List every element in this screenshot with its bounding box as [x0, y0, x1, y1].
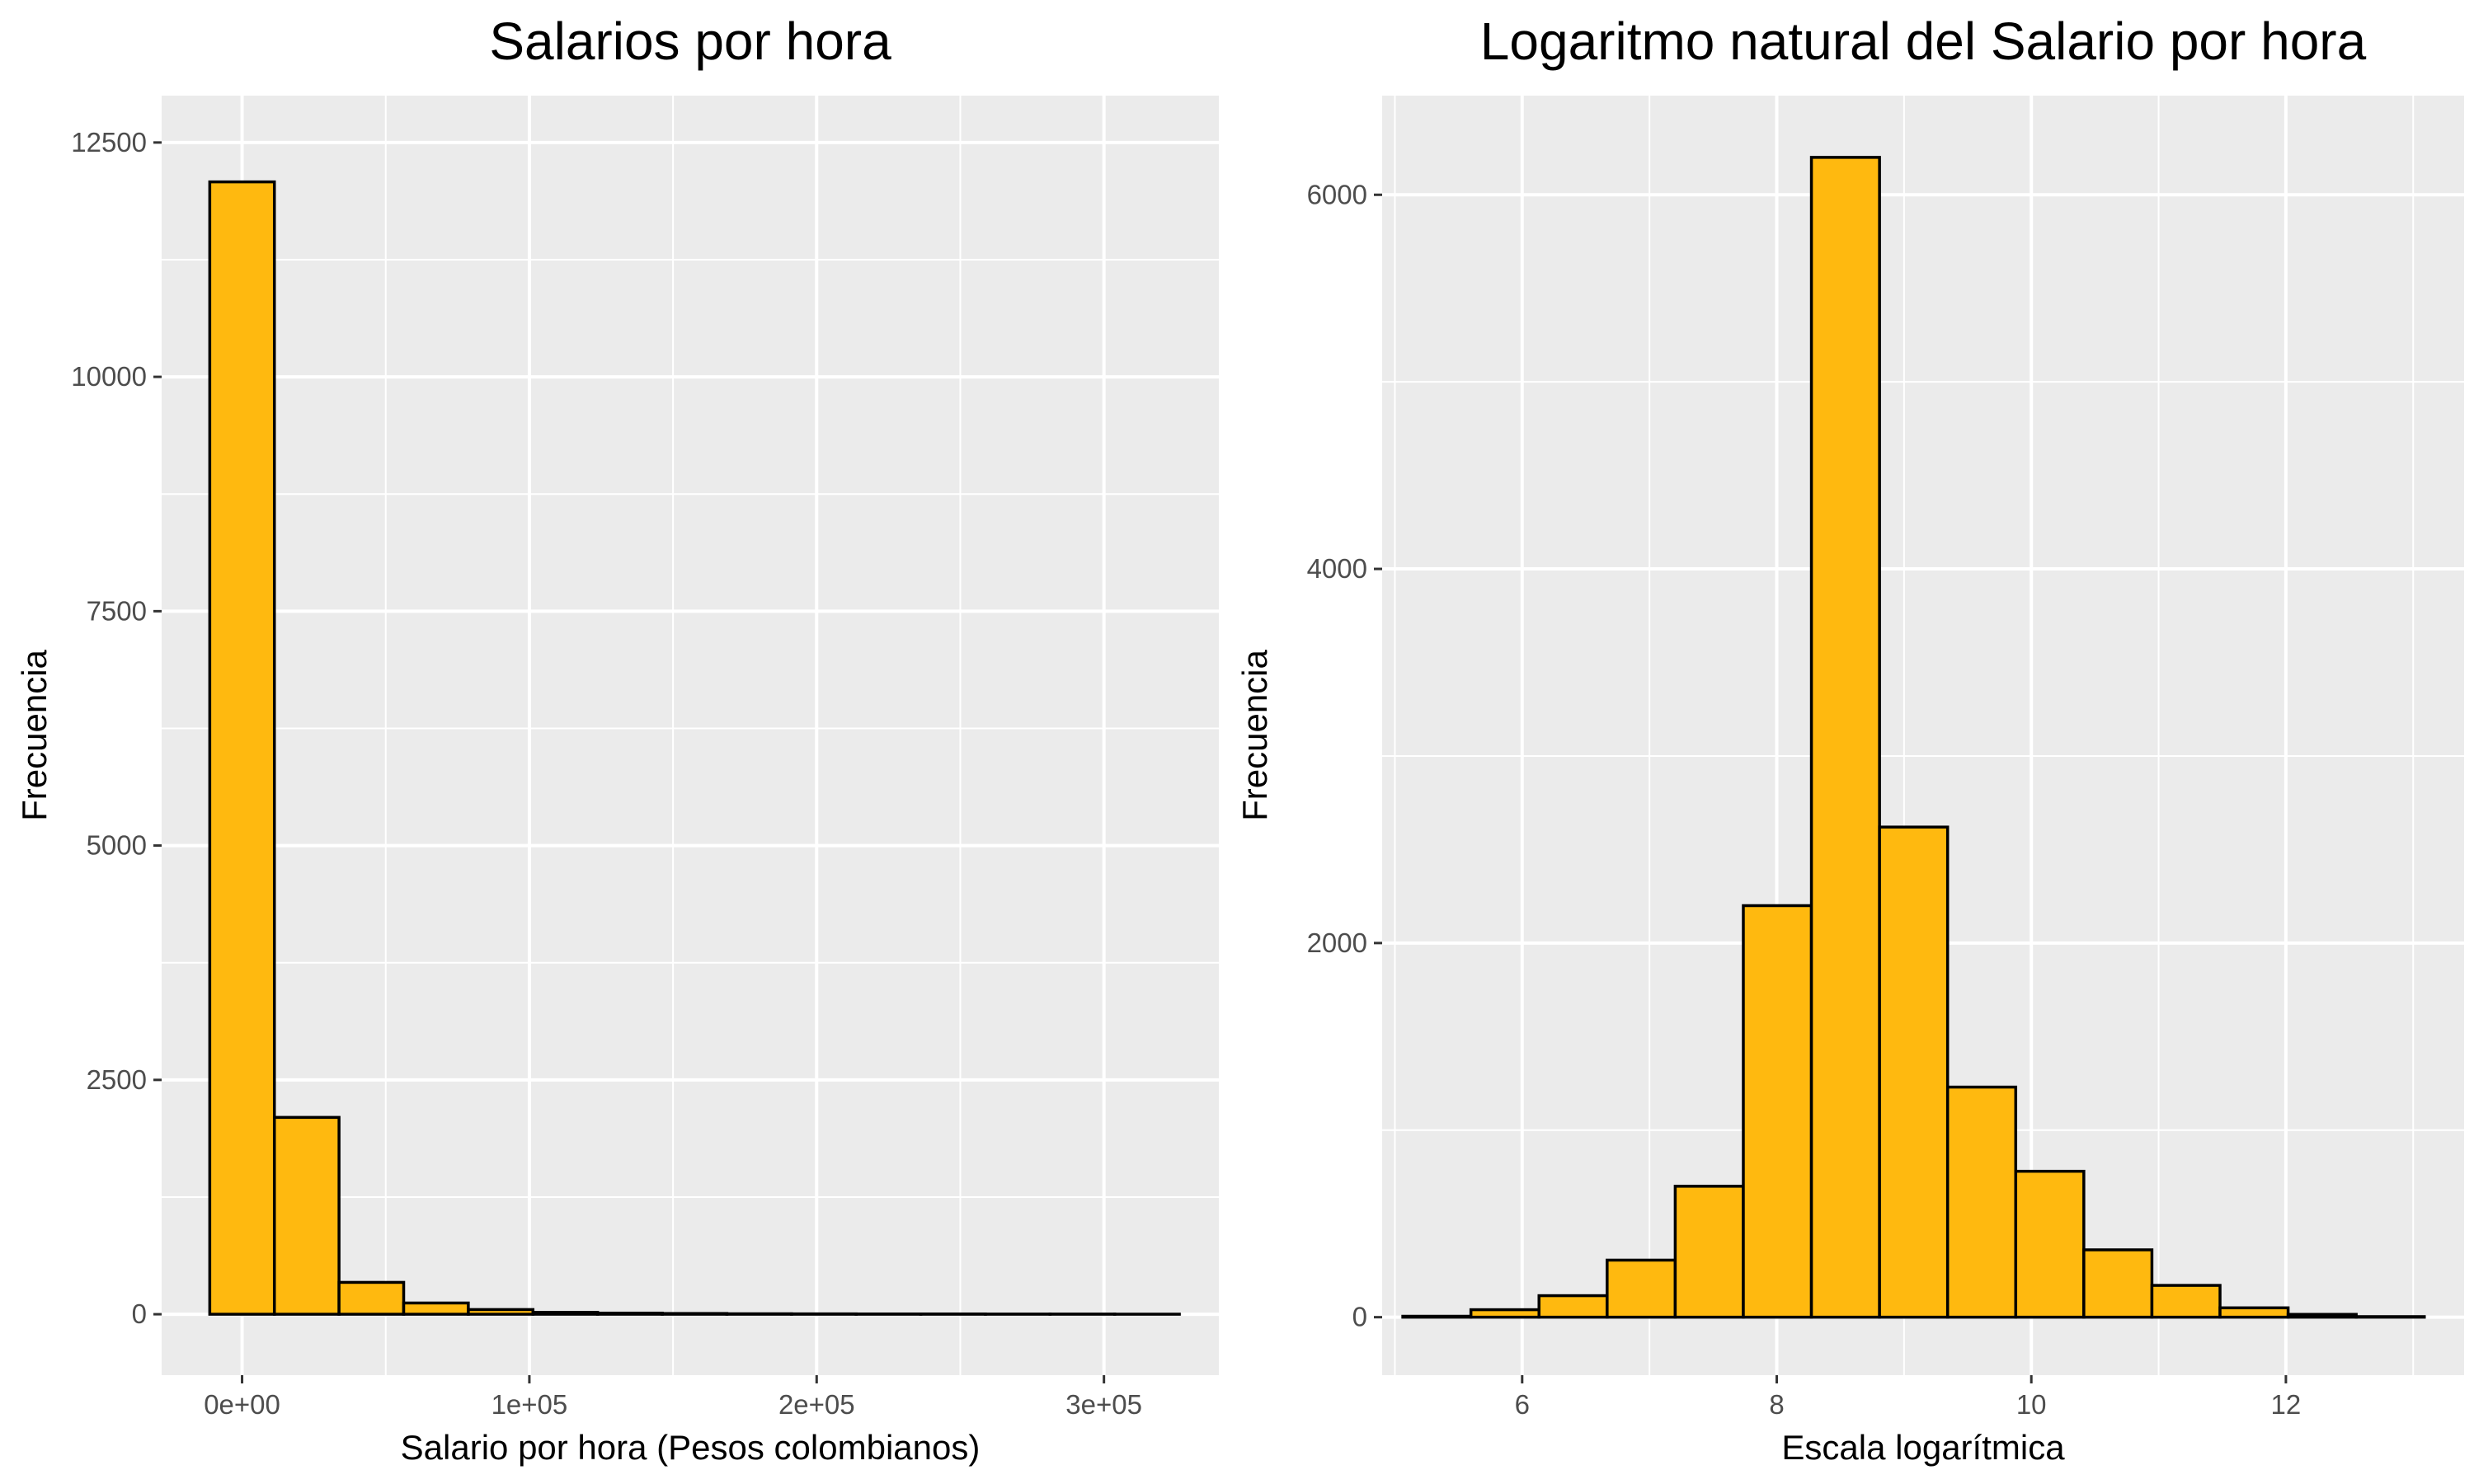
minor-gridlines — [162, 96, 1219, 1375]
x-axis-ticks: 6 8 10 12 — [1515, 1375, 2302, 1420]
histogram-bar — [272, 1115, 341, 1316]
x-tick-label: 1e+05 — [492, 1389, 568, 1420]
x-axis-label: Salario por hora (Pesos colombianos) — [401, 1428, 981, 1467]
histogram-bar — [2150, 1284, 2222, 1319]
histogram-bar — [2082, 1248, 2154, 1319]
histogram-bar — [208, 180, 276, 1316]
y-tick-label: 12500 — [71, 127, 147, 157]
histogram-bar — [467, 1308, 535, 1316]
x-tick-label: 8 — [1769, 1389, 1784, 1420]
x-tick-label: 0e+00 — [204, 1389, 280, 1420]
histogram-bar — [1537, 1294, 1609, 1319]
x-axis-label: Escala logarítmica — [1781, 1428, 2065, 1467]
y-tick-label: 10000 — [71, 361, 147, 392]
y-axis-label: Frecuencia — [15, 649, 54, 820]
chart-title: Logaritmo natural del Salario por hora — [1480, 12, 2367, 71]
histogram-bar — [1673, 1185, 1745, 1319]
x-tick-label: 6 — [1515, 1389, 1530, 1420]
histogram-bar — [1606, 1258, 1677, 1319]
chart-wage-histogram: 0e+00 1e+05 2e+05 3e+05 0 2500 5000 7500 10000 1… — [15, 12, 1219, 1467]
x-tick-label: 3e+05 — [1065, 1389, 1142, 1420]
y-tick-label: 6000 — [1307, 179, 1367, 209]
y-tick-label: 5000 — [87, 830, 147, 861]
chart-title: Salarios por hora — [489, 12, 891, 71]
y-tick-label: 0 — [132, 1298, 147, 1329]
histogram-bar — [2218, 1306, 2290, 1319]
histogram-bar — [531, 1311, 600, 1316]
y-axis-label: Frecuencia — [1235, 649, 1274, 820]
histogram-bars — [1401, 156, 2426, 1319]
histogram-bar — [1742, 904, 1813, 1319]
histogram-bar — [402, 1301, 470, 1316]
y-axis-ticks: 0 2500 5000 7500 10000 12500 — [71, 127, 162, 1329]
chart-log-wage-histogram: 6 8 10 12 0 2000 4000 6000 Logaritmo natural d… — [1235, 12, 2464, 1467]
histogram-bar — [595, 1311, 664, 1316]
histogram-bar — [1469, 1308, 1540, 1319]
y-tick-label: 7500 — [87, 595, 147, 626]
y-axis-ticks: 0 2000 4000 6000 — [1307, 179, 1382, 1332]
histogram-bar — [2014, 1169, 2086, 1319]
x-tick-label: 10 — [2016, 1389, 2047, 1420]
y-tick-label: 2000 — [1307, 928, 1367, 958]
histogram-bar — [661, 1312, 729, 1316]
histogram-bar — [1945, 1085, 2018, 1319]
histogram-bar — [725, 1312, 793, 1316]
histogram-bar — [2286, 1313, 2358, 1319]
histogram-bar — [337, 1280, 406, 1316]
histogram-bars — [208, 180, 1181, 1316]
x-axis-ticks: 0e+00 1e+05 2e+05 3e+05 — [204, 1375, 1142, 1420]
y-tick-label: 0 — [1352, 1302, 1367, 1332]
x-tick-label: 12 — [2271, 1389, 2302, 1420]
y-tick-label: 2500 — [87, 1064, 147, 1095]
histogram-bar — [1878, 825, 1950, 1319]
x-tick-label: 2e+05 — [778, 1389, 855, 1420]
y-tick-label: 4000 — [1307, 553, 1367, 584]
histogram-bar — [1809, 156, 1881, 1319]
